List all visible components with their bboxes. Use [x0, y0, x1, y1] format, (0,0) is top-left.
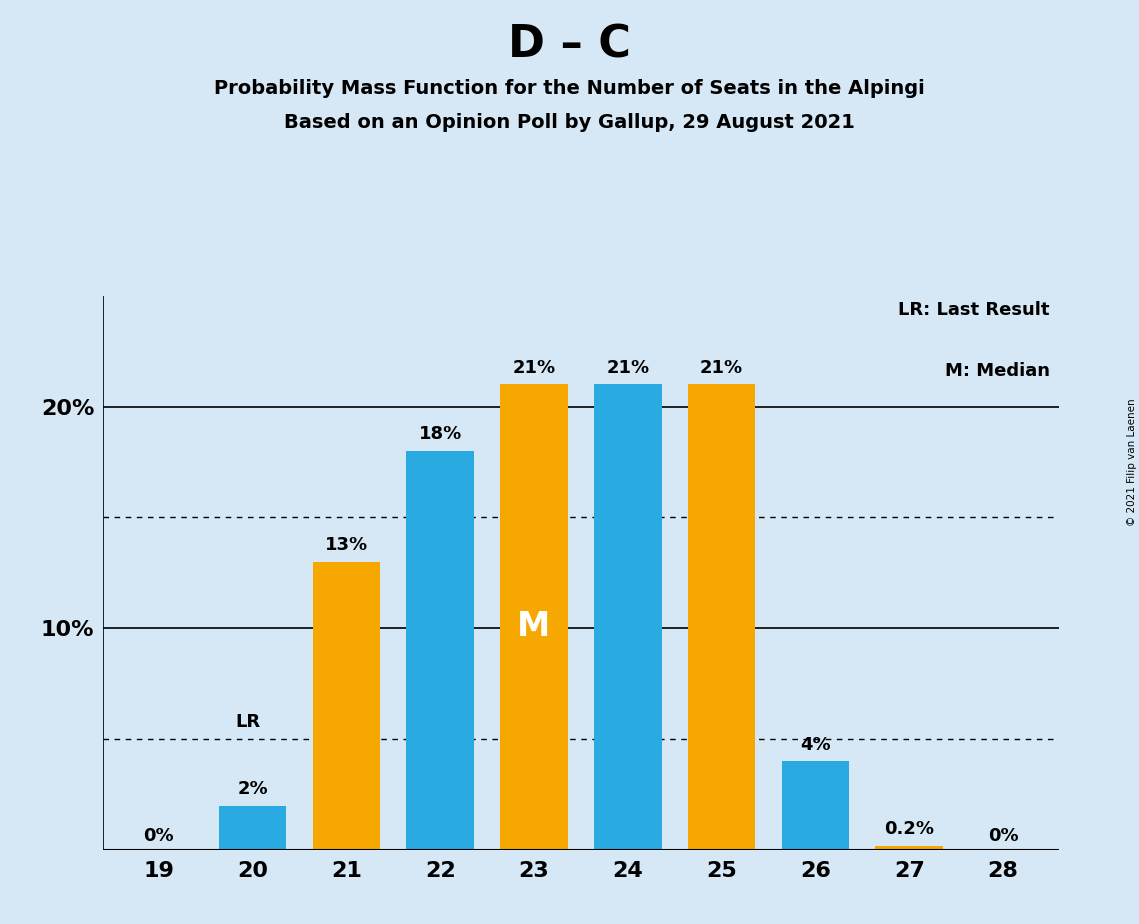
- Bar: [781, 761, 850, 850]
- Bar: [688, 384, 755, 850]
- Bar: [500, 384, 567, 850]
- Text: 0.2%: 0.2%: [884, 820, 934, 838]
- Bar: [595, 384, 662, 850]
- Bar: [219, 806, 286, 850]
- Text: 21%: 21%: [606, 359, 649, 377]
- Text: 18%: 18%: [418, 425, 461, 444]
- Text: 21%: 21%: [700, 359, 743, 377]
- Bar: [407, 451, 474, 850]
- Text: 13%: 13%: [325, 536, 368, 554]
- Text: 0%: 0%: [144, 827, 174, 845]
- Text: 4%: 4%: [800, 736, 830, 754]
- Text: Probability Mass Function for the Number of Seats in the Alpingi: Probability Mass Function for the Number…: [214, 79, 925, 98]
- Text: LR: Last Result: LR: Last Result: [899, 301, 1050, 319]
- Text: Based on an Opinion Poll by Gallup, 29 August 2021: Based on an Opinion Poll by Gallup, 29 A…: [284, 113, 855, 132]
- Text: 21%: 21%: [513, 359, 556, 377]
- Text: LR: LR: [236, 713, 261, 732]
- Text: D – C: D – C: [508, 23, 631, 67]
- Bar: [312, 562, 380, 850]
- Bar: [876, 845, 943, 850]
- Text: M: M: [517, 610, 550, 643]
- Text: 2%: 2%: [237, 780, 268, 798]
- Text: 0%: 0%: [988, 827, 1018, 845]
- Text: © 2021 Filip van Laenen: © 2021 Filip van Laenen: [1126, 398, 1137, 526]
- Text: M: Median: M: Median: [944, 362, 1050, 380]
